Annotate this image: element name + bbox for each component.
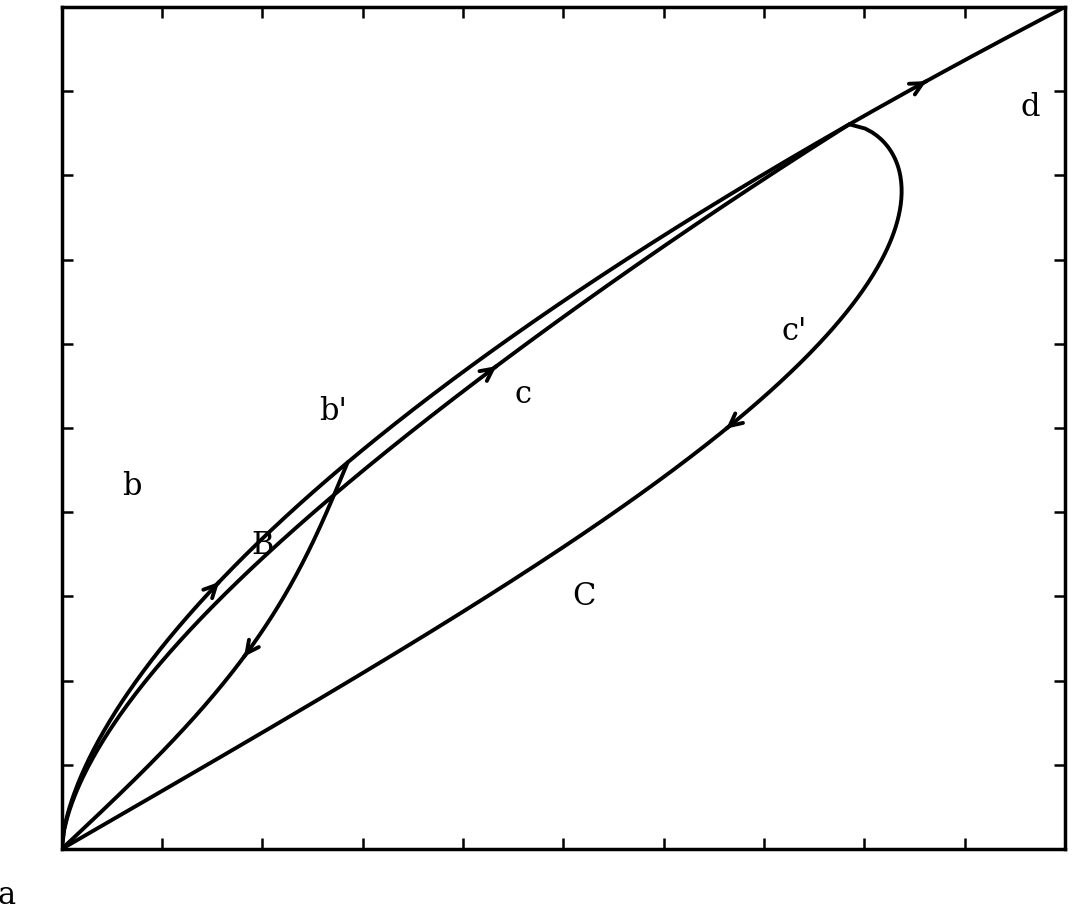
Text: c': c'	[781, 316, 807, 347]
Text: B: B	[251, 531, 273, 561]
Text: c: c	[515, 379, 532, 410]
Text: b': b'	[318, 396, 346, 427]
Text: C: C	[571, 581, 595, 612]
Text: a: a	[0, 880, 16, 910]
Text: d: d	[1021, 93, 1040, 124]
Text: b: b	[122, 471, 142, 502]
